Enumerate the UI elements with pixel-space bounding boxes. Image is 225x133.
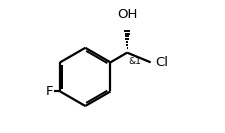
Text: &1: &1 (128, 57, 141, 66)
Text: F: F (45, 85, 53, 98)
Text: Cl: Cl (155, 56, 168, 69)
Text: OH: OH (116, 8, 137, 21)
